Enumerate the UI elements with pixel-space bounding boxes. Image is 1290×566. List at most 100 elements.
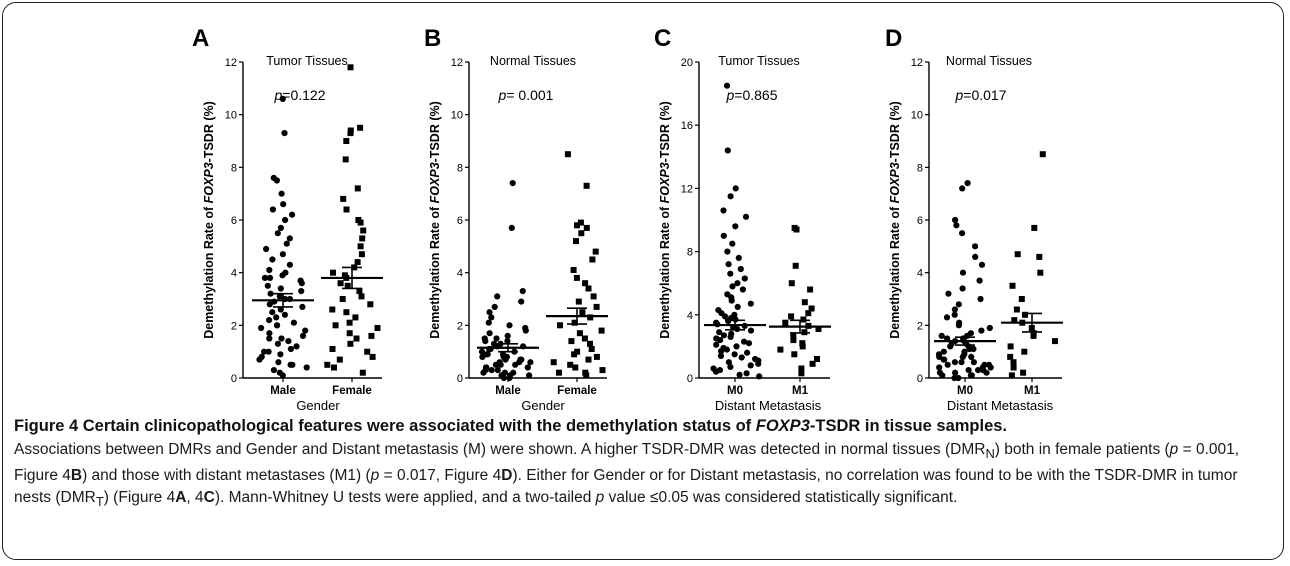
y-tick-label: 0 bbox=[917, 373, 923, 385]
data-point bbox=[741, 338, 748, 345]
data-point bbox=[266, 335, 273, 342]
y-tick-label: 2 bbox=[231, 320, 237, 332]
data-point bbox=[357, 243, 364, 250]
data-point bbox=[940, 356, 947, 363]
data-point bbox=[484, 351, 491, 358]
data-point bbox=[577, 219, 584, 226]
data-point bbox=[277, 351, 284, 358]
data-point bbox=[978, 261, 986, 268]
data-point bbox=[343, 309, 350, 316]
data-point bbox=[940, 348, 947, 355]
data-point bbox=[725, 261, 732, 268]
panel-letter: C bbox=[654, 25, 671, 52]
p-value: =0.865 bbox=[734, 87, 777, 103]
data-point bbox=[1018, 296, 1025, 302]
data-point bbox=[281, 130, 288, 137]
data-point bbox=[1031, 224, 1038, 231]
data-point bbox=[287, 361, 294, 368]
data-point bbox=[970, 345, 977, 353]
y-axis-label-part: -TSDR (%) bbox=[888, 101, 902, 162]
data-point bbox=[506, 374, 513, 382]
data-point bbox=[947, 343, 954, 350]
data-point bbox=[592, 248, 599, 255]
data-point bbox=[952, 369, 959, 376]
data-point bbox=[269, 256, 276, 263]
caption-body-part: ) and those with distant metastases (M1)… bbox=[82, 467, 371, 485]
data-point bbox=[712, 368, 720, 375]
y-tick-label: 20 bbox=[681, 57, 693, 69]
x-tick-label: M0 bbox=[727, 385, 743, 397]
x-tick-label: M1 bbox=[792, 385, 809, 397]
data-point bbox=[360, 227, 367, 234]
data-point bbox=[1011, 317, 1018, 324]
data-point bbox=[1007, 343, 1014, 350]
y-tick-label: 0 bbox=[457, 373, 463, 385]
y-tick-label: 10 bbox=[451, 110, 463, 122]
data-point bbox=[279, 95, 286, 102]
data-point bbox=[346, 330, 353, 337]
y-tick-label: 6 bbox=[917, 215, 923, 227]
x-tick-label: Male bbox=[270, 385, 296, 397]
data-point bbox=[343, 206, 350, 213]
data-point bbox=[267, 290, 274, 297]
data-point bbox=[261, 348, 268, 355]
data-point bbox=[266, 266, 273, 274]
data-point bbox=[720, 207, 727, 214]
data-point bbox=[570, 267, 577, 273]
y-tick-label: 0 bbox=[687, 373, 693, 385]
data-point bbox=[274, 340, 281, 347]
caption-body-part: A bbox=[175, 489, 187, 507]
data-point bbox=[494, 293, 501, 300]
data-point bbox=[298, 288, 305, 295]
data-point bbox=[329, 306, 336, 313]
data-point bbox=[279, 251, 286, 258]
x-axis-label: Distant Metastasis bbox=[715, 398, 822, 410]
data-point bbox=[266, 330, 273, 337]
panel-letter: A bbox=[192, 25, 209, 52]
panel-title: Tumor Tissues bbox=[266, 54, 348, 68]
data-point bbox=[790, 337, 797, 344]
caption-title-part: -TSDR in tissue samples. bbox=[809, 417, 1008, 435]
data-point bbox=[282, 216, 289, 224]
data-point bbox=[724, 147, 731, 154]
data-point bbox=[575, 298, 582, 305]
y-tick-label: 2 bbox=[457, 320, 463, 332]
data-point bbox=[736, 371, 743, 378]
caption-body-part: N bbox=[985, 446, 995, 462]
data-point bbox=[276, 293, 283, 300]
data-point bbox=[1022, 311, 1028, 318]
data-point bbox=[583, 372, 590, 379]
caption-title: Figure 4 Certain clinicopathological fea… bbox=[14, 416, 1276, 437]
data-point bbox=[745, 340, 753, 347]
y-axis-label-part: Demethylation Rate of bbox=[888, 203, 902, 338]
data-point bbox=[807, 286, 814, 293]
data-point bbox=[518, 298, 525, 305]
data-point bbox=[274, 230, 281, 237]
panel-title: Normal Tissues bbox=[490, 54, 576, 68]
data-point bbox=[303, 364, 310, 371]
data-point bbox=[266, 301, 273, 308]
data-point bbox=[593, 353, 600, 360]
data-point bbox=[951, 311, 958, 318]
data-point bbox=[741, 275, 748, 282]
data-point bbox=[747, 327, 755, 334]
data-point bbox=[486, 330, 493, 337]
p-value-label: p=0.017 bbox=[954, 87, 1006, 103]
y-tick-label: 2 bbox=[917, 320, 923, 332]
y-tick-label: 16 bbox=[681, 120, 693, 132]
data-point bbox=[488, 314, 495, 321]
data-point bbox=[747, 300, 754, 307]
y-axis-label-part: -TSDR (%) bbox=[658, 101, 672, 162]
p-symbol: p bbox=[498, 87, 507, 103]
x-tick-label: Male bbox=[495, 385, 521, 397]
data-point bbox=[567, 361, 574, 368]
data-point bbox=[952, 216, 959, 224]
y-axis-label: Demethylation Rate of FOXP3-TSDR (%) bbox=[888, 101, 902, 339]
data-point bbox=[737, 265, 744, 273]
x-tick-label: Female bbox=[332, 385, 372, 397]
data-point bbox=[964, 180, 971, 187]
data-point bbox=[329, 346, 336, 352]
panel-letter: D bbox=[885, 25, 902, 52]
p-symbol: p bbox=[954, 87, 963, 103]
data-point bbox=[732, 185, 739, 192]
